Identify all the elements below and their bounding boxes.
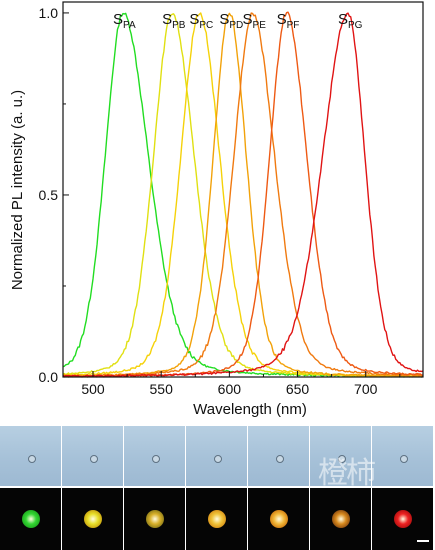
scale-bar [417, 540, 429, 542]
fluorescence-image [310, 488, 371, 550]
series-line-SPE [62, 12, 424, 378]
emission-spot [146, 510, 164, 528]
peak-label-SPD: SPD [219, 11, 243, 31]
microsphere [28, 455, 36, 463]
series-line-SPB [62, 13, 424, 378]
brightfield-image [372, 426, 433, 486]
series-line-SPC [62, 12, 424, 378]
x-tick-label: 500 [81, 381, 105, 397]
pl-spectra-chart: SPA SPB SPC SPD SPE SPF SPG 500 550 600 650 7000.0… [9, 1, 424, 418]
series-line-SPA [62, 12, 424, 378]
panel-column-PA [0, 426, 61, 550]
microsphere [214, 455, 222, 463]
fluorescence-image [248, 488, 309, 550]
y-tick-label: 0.0 [39, 369, 59, 385]
series-line-SPG [62, 12, 424, 378]
brightfield-image [62, 426, 123, 486]
watermark: 橙柿 [318, 456, 376, 491]
series-line-SPD [62, 12, 424, 378]
fluorescence-image [0, 488, 61, 550]
peak-label-SPF: SPF [277, 11, 300, 31]
fluorescence-image [124, 488, 185, 550]
panel-column-PG [372, 426, 433, 550]
emission-spot [22, 510, 40, 528]
x-tick-label: 550 [150, 381, 174, 397]
brightfield-image [186, 426, 247, 486]
emission-spot [208, 510, 226, 528]
axes: 500 550 600 650 700 0.0 0.5 1.0 [39, 1, 424, 397]
x-tick-label: 600 [218, 381, 242, 397]
y-tick-label: 0.5 [39, 187, 59, 203]
brightfield-image [248, 426, 309, 486]
y-tick-label: 1.0 [39, 5, 59, 21]
emission-spot [332, 510, 350, 528]
y-axis-label: Normalized PL intensity (a. u.) [9, 90, 26, 290]
fluorescence-image [186, 488, 247, 550]
x-axis-label: Wavelength (nm) [193, 401, 307, 418]
panel-column-PE [248, 426, 309, 550]
peak-label-SPE: SPE [243, 11, 267, 31]
microscopy-panels [0, 426, 435, 550]
emission-spot [394, 510, 412, 528]
microsphere [400, 455, 408, 463]
plot-frame [62, 1, 424, 378]
spectra-curves [62, 11, 424, 378]
microsphere [276, 455, 284, 463]
microsphere [152, 455, 160, 463]
brightfield-image [124, 426, 185, 486]
peak-labels: SPA SPB SPC SPD SPE SPF SPG [113, 11, 363, 31]
microsphere [90, 455, 98, 463]
panel-column-PF [310, 426, 371, 550]
microsphere [338, 455, 346, 463]
panel-column-PC [124, 426, 185, 550]
panel-column-PD [186, 426, 247, 550]
x-tick-label: 700 [354, 381, 378, 397]
x-tick-label: 650 [286, 381, 310, 397]
panel-column-PB [62, 426, 123, 550]
fluorescence-image [62, 488, 123, 550]
emission-spot [84, 510, 102, 528]
brightfield-image [0, 426, 61, 486]
brightfield-image [310, 426, 371, 486]
fluorescence-image [372, 488, 433, 550]
emission-spot [270, 510, 288, 528]
